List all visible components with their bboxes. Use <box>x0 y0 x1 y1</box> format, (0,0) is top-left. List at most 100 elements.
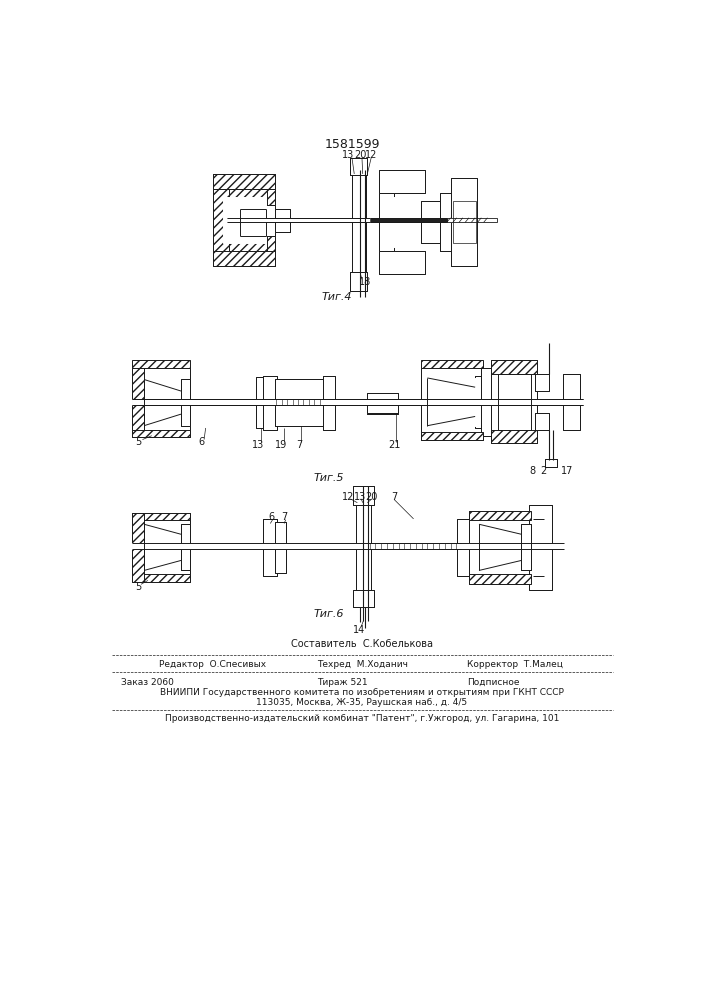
Bar <box>369 543 461 549</box>
Text: 12: 12 <box>365 150 378 160</box>
Bar <box>368 410 398 414</box>
Text: 14: 14 <box>353 625 365 635</box>
Text: Подписное: Подписное <box>467 678 520 687</box>
Bar <box>368 393 398 413</box>
Bar <box>535 413 549 430</box>
Bar <box>264 205 275 235</box>
Bar <box>421 432 483 440</box>
Bar <box>256 377 265 428</box>
Bar <box>535 374 549 391</box>
Bar <box>450 178 477 266</box>
Bar <box>223 197 266 243</box>
Bar <box>452 201 476 243</box>
Bar <box>491 360 537 443</box>
Text: 13: 13 <box>354 492 366 502</box>
Bar <box>229 189 267 205</box>
Bar <box>132 368 190 437</box>
Bar <box>521 524 530 570</box>
Bar <box>333 399 425 405</box>
Bar <box>132 399 583 405</box>
Bar <box>354 590 373 607</box>
Bar <box>529 505 552 590</box>
Bar <box>227 218 370 222</box>
Text: Корректор  Т.Малец: Корректор Т.Малец <box>467 660 563 669</box>
Bar <box>351 272 368 291</box>
Bar <box>229 235 275 251</box>
Text: 13: 13 <box>252 440 264 450</box>
Bar <box>214 174 275 266</box>
Bar <box>132 513 190 582</box>
Bar <box>421 360 483 368</box>
Text: 5: 5 <box>135 582 141 592</box>
Bar <box>144 379 179 426</box>
Bar <box>469 511 530 584</box>
Bar <box>214 174 275 266</box>
Text: Составитель  С.Кобелькова: Составитель С.Кобелькова <box>291 639 433 649</box>
Bar <box>275 379 325 426</box>
Bar <box>450 178 477 266</box>
Text: 21: 21 <box>388 440 400 450</box>
Bar <box>275 209 291 232</box>
Bar <box>368 410 398 414</box>
Bar <box>132 574 190 582</box>
Bar <box>352 174 366 274</box>
Bar <box>275 209 291 232</box>
Bar <box>563 374 580 430</box>
Bar <box>475 376 483 428</box>
Bar <box>469 511 530 520</box>
Text: 6: 6 <box>268 512 274 522</box>
Bar <box>181 524 190 570</box>
Bar <box>563 374 580 430</box>
Bar <box>144 524 179 570</box>
Text: 13: 13 <box>342 150 354 160</box>
Text: 12: 12 <box>342 492 354 502</box>
Bar <box>354 590 373 607</box>
Bar <box>132 430 190 437</box>
Bar <box>264 376 277 430</box>
Text: 20: 20 <box>365 492 378 502</box>
Bar <box>229 189 275 205</box>
Bar <box>379 193 395 251</box>
Bar <box>452 201 476 243</box>
Bar <box>181 379 190 426</box>
Bar <box>440 193 452 251</box>
Bar <box>379 193 395 251</box>
Text: Τиг.5: Τиг.5 <box>314 473 344 483</box>
Bar <box>447 218 497 222</box>
Text: 2: 2 <box>539 466 546 476</box>
Text: 18: 18 <box>359 277 371 287</box>
Bar <box>535 374 549 391</box>
Text: Тираж 521: Тираж 521 <box>317 678 368 687</box>
Bar <box>535 413 549 430</box>
Bar <box>181 524 190 570</box>
Bar <box>457 519 472 576</box>
Bar <box>356 503 371 591</box>
Bar <box>264 519 277 576</box>
Bar <box>533 519 549 576</box>
Bar <box>491 360 537 443</box>
Bar <box>354 486 373 505</box>
Bar <box>264 519 277 576</box>
Bar <box>132 513 144 582</box>
Bar <box>324 376 335 430</box>
Bar <box>379 170 425 193</box>
Bar <box>132 360 190 368</box>
Bar <box>379 170 425 193</box>
Bar <box>469 574 530 584</box>
Bar <box>356 503 371 591</box>
Text: 17: 17 <box>561 466 573 476</box>
Bar <box>132 513 190 520</box>
Bar <box>379 251 425 274</box>
Bar <box>479 524 521 570</box>
Bar <box>475 376 483 428</box>
Bar <box>457 519 472 576</box>
Bar <box>421 364 483 440</box>
Bar <box>351 158 368 175</box>
Text: 1581599: 1581599 <box>325 138 380 151</box>
Bar <box>264 376 277 430</box>
Text: Техред  М.Ходанич: Техред М.Ходанич <box>317 660 408 669</box>
Bar <box>351 158 368 175</box>
Bar <box>132 513 190 582</box>
Bar <box>421 364 483 440</box>
Text: 113035, Москва, Ж-35, Раушская наб., д. 4/5: 113035, Москва, Ж-35, Раушская наб., д. … <box>257 698 467 707</box>
